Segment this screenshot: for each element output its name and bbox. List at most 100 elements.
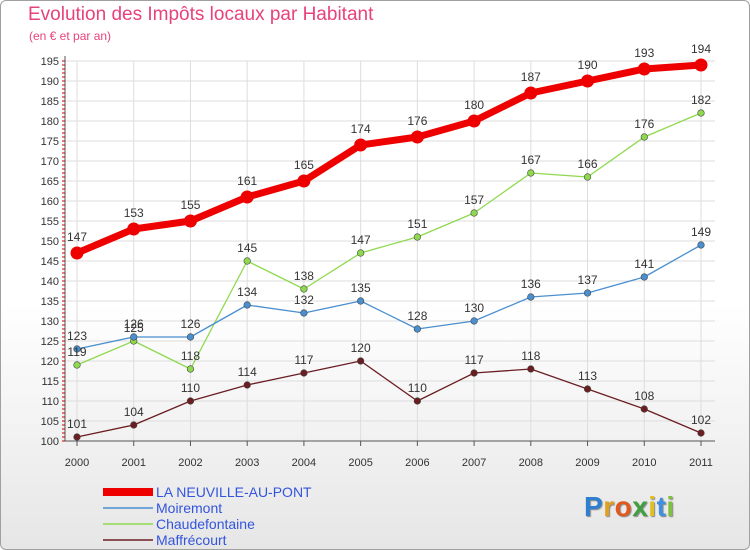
data-label: 147 bbox=[67, 230, 87, 244]
data-point bbox=[300, 309, 308, 317]
y-tick-label: 115 bbox=[41, 376, 59, 388]
y-tick-label: 185 bbox=[41, 96, 59, 108]
data-label: 167 bbox=[521, 153, 541, 167]
y-tick-label: 175 bbox=[41, 136, 59, 148]
data-label: 137 bbox=[578, 273, 598, 287]
data-label: 187 bbox=[521, 70, 541, 84]
data-point bbox=[240, 190, 254, 204]
data-point bbox=[413, 233, 421, 241]
x-tick-label: 2004 bbox=[292, 457, 316, 469]
data-point bbox=[300, 285, 308, 293]
data-label: 110 bbox=[408, 381, 427, 395]
data-label: 135 bbox=[351, 281, 371, 295]
data-point bbox=[410, 130, 424, 144]
data-point bbox=[186, 397, 195, 405]
series-line-1 bbox=[76, 244, 702, 350]
chart-title: Evolution des Impôts locaux par Habitant bbox=[28, 4, 374, 25]
chart-subtitle: (en € et par an) bbox=[29, 29, 112, 43]
data-point bbox=[73, 433, 81, 441]
data-point bbox=[470, 369, 478, 377]
logo-letter: P bbox=[584, 491, 604, 522]
data-point bbox=[297, 174, 311, 188]
data-label: 194 bbox=[691, 42, 711, 56]
data-label: 113 bbox=[578, 369, 597, 383]
data-point bbox=[697, 429, 705, 437]
data-point bbox=[130, 421, 138, 429]
data-point bbox=[73, 345, 81, 353]
data-label: 134 bbox=[237, 285, 257, 299]
data-point bbox=[583, 173, 592, 181]
y-tick-label: 150 bbox=[41, 236, 59, 248]
data-point bbox=[637, 62, 651, 76]
series-line-0 bbox=[73, 61, 705, 257]
data-label: 180 bbox=[464, 98, 484, 112]
y-tick-label: 120 bbox=[41, 356, 59, 368]
series-line-3 bbox=[76, 360, 702, 438]
data-point bbox=[354, 138, 368, 152]
data-point bbox=[243, 257, 251, 265]
x-tick-label: 2008 bbox=[519, 457, 543, 469]
data-point bbox=[640, 273, 648, 281]
series-line-2 bbox=[76, 112, 702, 370]
logo-letter: i bbox=[666, 491, 675, 522]
data-point bbox=[527, 293, 535, 301]
data-label: 117 bbox=[465, 353, 484, 367]
y-tick-label: 160 bbox=[41, 196, 59, 208]
y-tick-label: 110 bbox=[41, 396, 59, 408]
data-label: 102 bbox=[691, 413, 711, 427]
data-label: 161 bbox=[237, 174, 257, 188]
x-tick-label: 2005 bbox=[348, 457, 372, 469]
data-point bbox=[413, 397, 421, 405]
x-tick-label: 2006 bbox=[405, 457, 429, 469]
data-label: 120 bbox=[351, 341, 371, 355]
data-point bbox=[186, 333, 195, 341]
data-label: 141 bbox=[634, 257, 654, 271]
legend-label: Maffrécourt bbox=[156, 532, 227, 548]
y-tick-label: 190 bbox=[41, 76, 59, 88]
data-point bbox=[357, 297, 365, 305]
data-point bbox=[243, 381, 251, 389]
data-label: 108 bbox=[634, 389, 654, 403]
data-label: 128 bbox=[407, 309, 427, 323]
data-point bbox=[583, 289, 592, 297]
data-label: 126 bbox=[124, 317, 144, 331]
data-label: 132 bbox=[294, 293, 314, 307]
data-point bbox=[581, 74, 595, 88]
data-label: 126 bbox=[180, 317, 200, 331]
y-tick-label: 180 bbox=[41, 116, 59, 128]
y-tick-label: 170 bbox=[41, 156, 59, 168]
y-tick-label: 140 bbox=[41, 276, 59, 288]
data-point bbox=[130, 333, 138, 341]
logo-letter: i bbox=[648, 491, 657, 522]
data-point bbox=[413, 325, 421, 333]
data-label: 155 bbox=[180, 198, 200, 212]
data-point bbox=[640, 405, 648, 413]
y-tick-label: 100 bbox=[41, 436, 59, 448]
data-point bbox=[186, 365, 195, 373]
data-label: 145 bbox=[237, 241, 257, 255]
y-tick-label: 130 bbox=[41, 316, 59, 328]
data-label: 190 bbox=[578, 58, 598, 72]
x-tick-label: 2009 bbox=[575, 457, 599, 469]
data-label: 104 bbox=[124, 405, 144, 419]
data-point bbox=[243, 301, 251, 309]
data-label: 149 bbox=[691, 225, 711, 239]
y-tick-label: 195 bbox=[41, 56, 59, 68]
data-label: 147 bbox=[351, 233, 371, 247]
data-point bbox=[467, 114, 481, 128]
data-point bbox=[527, 365, 535, 373]
logo-letter: x bbox=[632, 491, 649, 522]
data-point bbox=[73, 361, 81, 369]
legend-label: Chaudefontaine bbox=[156, 516, 255, 532]
data-label: 101 bbox=[67, 417, 87, 431]
data-label: 166 bbox=[578, 157, 598, 171]
x-tick-label: 2007 bbox=[462, 457, 486, 469]
y-tick-label: 105 bbox=[41, 416, 59, 428]
data-point bbox=[70, 246, 84, 260]
legend-label: Moiremont bbox=[156, 500, 222, 516]
data-point bbox=[183, 214, 197, 228]
y-tick-label: 165 bbox=[41, 176, 59, 188]
data-point bbox=[127, 222, 141, 236]
logo-letter: r bbox=[603, 491, 615, 522]
